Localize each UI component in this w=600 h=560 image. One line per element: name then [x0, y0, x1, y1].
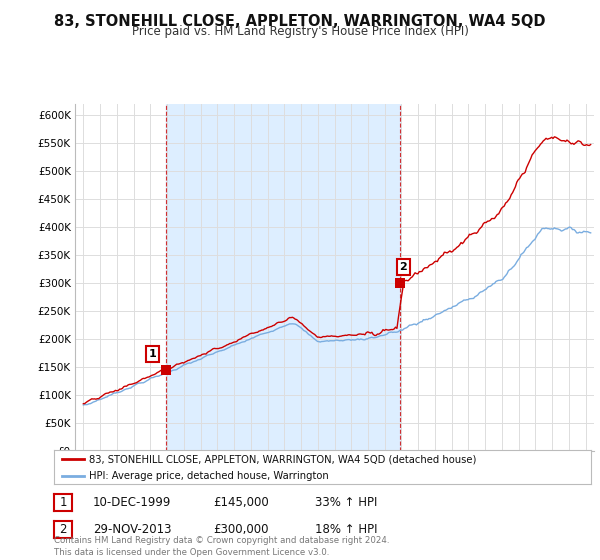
- Text: 1: 1: [149, 349, 157, 359]
- Text: £145,000: £145,000: [213, 496, 269, 509]
- Text: HPI: Average price, detached house, Warrington: HPI: Average price, detached house, Warr…: [89, 471, 329, 480]
- Text: 83, STONEHILL CLOSE, APPLETON, WARRINGTON, WA4 5QD: 83, STONEHILL CLOSE, APPLETON, WARRINGTO…: [54, 14, 546, 29]
- Text: 1: 1: [59, 496, 67, 509]
- Text: £300,000: £300,000: [213, 522, 269, 536]
- Text: 2: 2: [59, 522, 67, 536]
- Bar: [166, 104, 400, 451]
- Text: 18% ↑ HPI: 18% ↑ HPI: [315, 522, 377, 536]
- Text: 83, STONEHILL CLOSE, APPLETON, WARRINGTON, WA4 5QD (detached house): 83, STONEHILL CLOSE, APPLETON, WARRINGTO…: [89, 454, 476, 464]
- Text: 10-DEC-1999: 10-DEC-1999: [93, 496, 172, 509]
- Text: 33% ↑ HPI: 33% ↑ HPI: [315, 496, 377, 509]
- Text: Price paid vs. HM Land Registry's House Price Index (HPI): Price paid vs. HM Land Registry's House …: [131, 25, 469, 38]
- Text: Contains HM Land Registry data © Crown copyright and database right 2024.
This d: Contains HM Land Registry data © Crown c…: [54, 536, 389, 557]
- Text: 2: 2: [400, 262, 407, 272]
- Text: 29-NOV-2013: 29-NOV-2013: [93, 522, 172, 536]
